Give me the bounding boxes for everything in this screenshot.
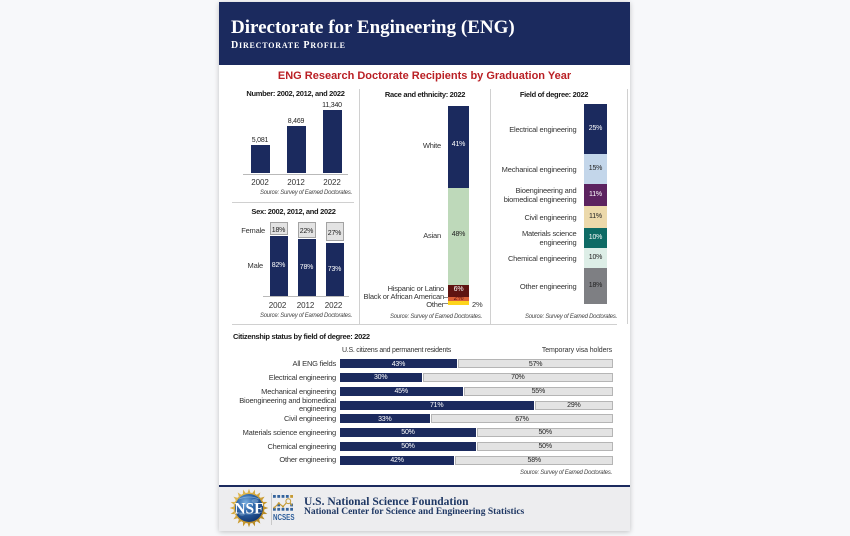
svg-text:NSF: NSF	[235, 500, 264, 517]
svg-text:NCSES: NCSES	[273, 512, 295, 522]
